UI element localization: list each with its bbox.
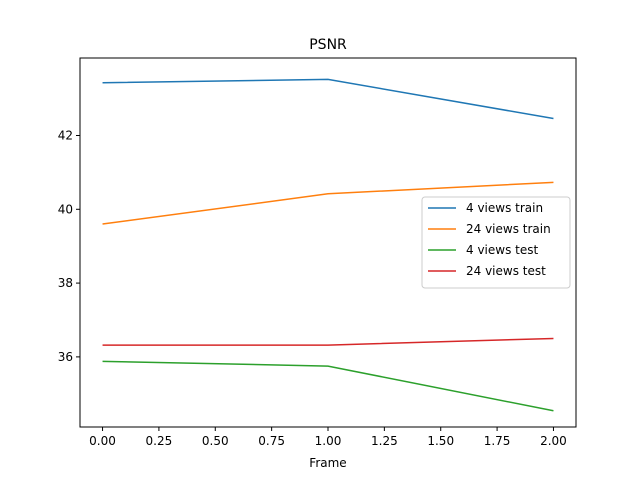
y-tick-label: 38: [58, 276, 73, 290]
legend: 4 views train 24 views train 4 views test 2…: [421, 196, 571, 289]
x-tick-label: 0.75: [258, 434, 285, 448]
series-line-1: [102, 181, 554, 225]
x-tick-label: 1.25: [371, 434, 398, 448]
x-tick-label: 2.00: [540, 434, 567, 448]
x-axis-ticks: 0.00 0.25 0.50 0.75 1.00 1.25 1.50 1.75 2.00: [89, 427, 567, 448]
series-line-0: [102, 78, 554, 120]
legend-entry-label: 4 views test: [466, 243, 538, 257]
y-tick-label: 40: [58, 202, 73, 216]
y-tick-label: 36: [58, 350, 73, 364]
series-lines: [102, 78, 554, 412]
series-line-2: [102, 360, 554, 412]
y-tick-label: 42: [58, 128, 73, 142]
x-tick-label: 1.75: [484, 434, 511, 448]
legend-entry-label: 24 views train: [466, 222, 551, 236]
y-axis-ticks: 36 38 40 42: [58, 128, 80, 364]
series-line-3: [102, 337, 554, 346]
legend-box: [421, 196, 571, 289]
x-tick-label: 0.25: [146, 434, 173, 448]
x-axis-label: Frame: [309, 456, 346, 470]
axes-frame: [79, 57, 577, 428]
x-tick-label: 0.50: [202, 434, 229, 448]
x-tick-label: 1.50: [427, 434, 454, 448]
legend-entry-label: 4 views train: [466, 201, 543, 215]
legend-entry-label: 24 views test: [466, 264, 546, 278]
x-tick-label: 0.00: [89, 434, 116, 448]
chart-title: PSNR: [309, 37, 347, 53]
x-tick-label: 1.00: [315, 434, 342, 448]
